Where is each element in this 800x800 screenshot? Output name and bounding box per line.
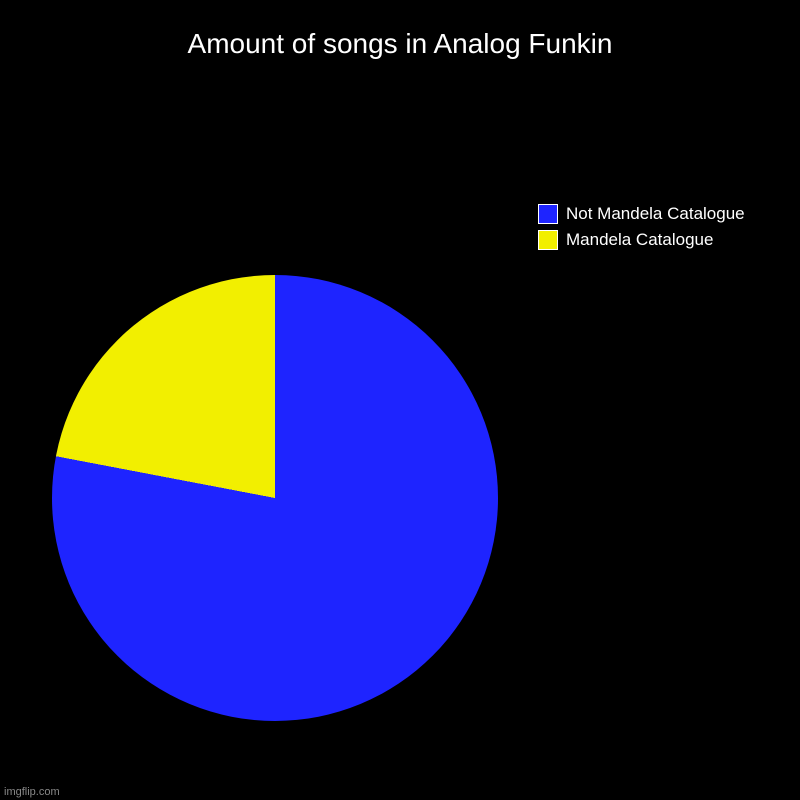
legend-item: Mandela Catalogue [538,230,745,250]
legend-label: Not Mandela Catalogue [566,204,745,224]
legend-label: Mandela Catalogue [566,230,713,250]
chart-title: Amount of songs in Analog Funkin [0,28,800,60]
legend: Not Mandela Catalogue Mandela Catalogue [538,198,745,256]
legend-item: Not Mandela Catalogue [538,204,745,224]
watermark: imgflip.com [4,786,60,798]
legend-swatch-icon [538,204,558,224]
pie-chart [52,275,498,721]
legend-swatch-icon [538,230,558,250]
chart-stage: Amount of songs in Analog Funkin Not Man… [0,0,800,800]
